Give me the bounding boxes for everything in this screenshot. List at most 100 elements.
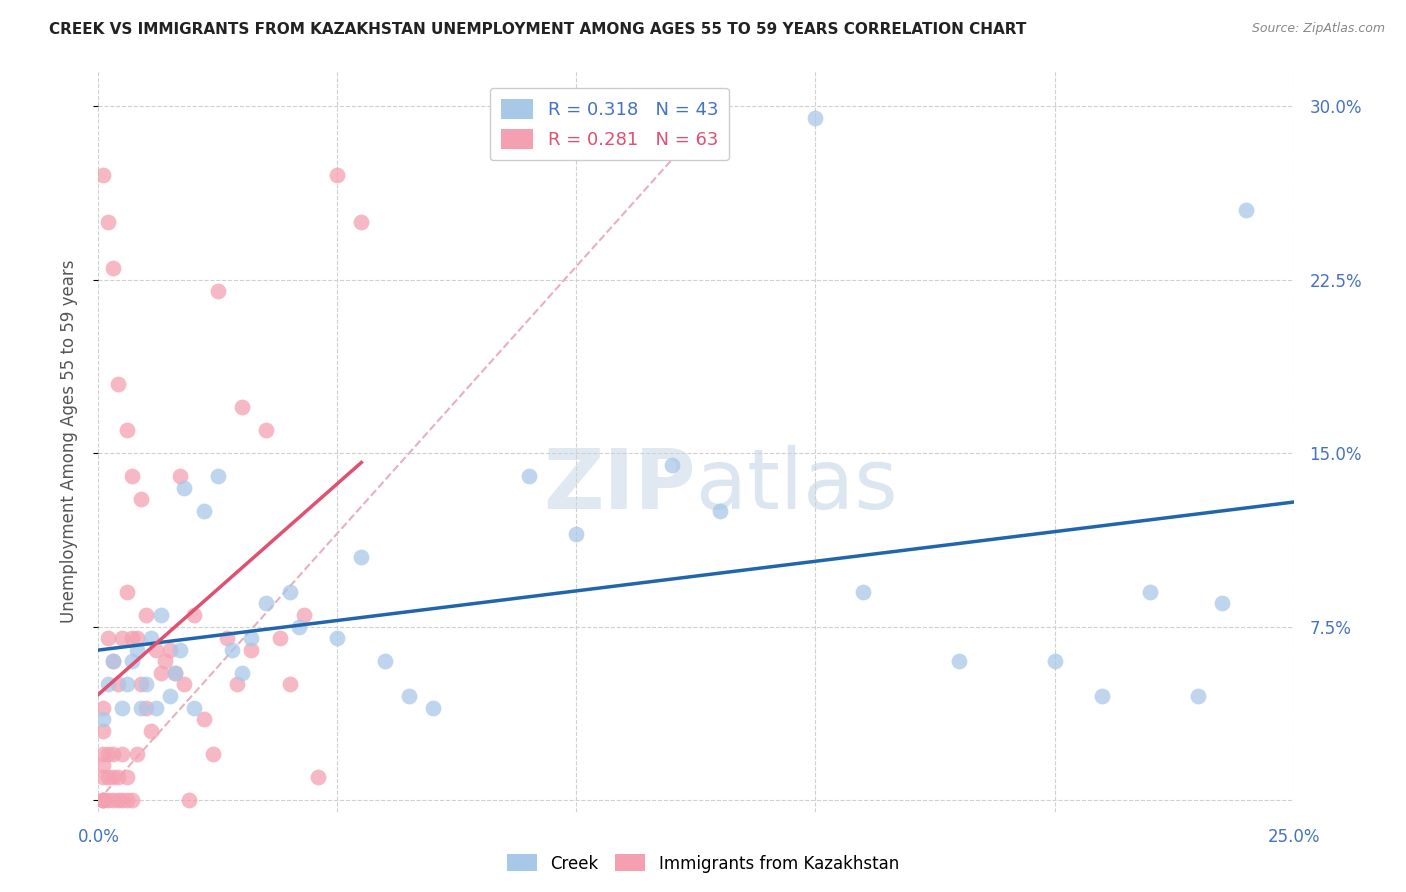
Point bbox=[948, 654, 970, 668]
Point bbox=[91, 169, 114, 183]
Point bbox=[207, 284, 229, 298]
Point bbox=[125, 747, 148, 761]
Point bbox=[115, 585, 138, 599]
Point bbox=[91, 747, 114, 761]
Point bbox=[269, 631, 291, 645]
Point bbox=[278, 677, 301, 691]
Point bbox=[163, 665, 186, 680]
Text: atlas: atlas bbox=[696, 445, 897, 526]
Point bbox=[139, 631, 162, 645]
Legend: R = 0.318   N = 43, R = 0.281   N = 63: R = 0.318 N = 43, R = 0.281 N = 63 bbox=[489, 87, 728, 161]
Point bbox=[254, 597, 277, 611]
Point bbox=[135, 677, 157, 691]
Point bbox=[101, 770, 124, 784]
Point bbox=[804, 111, 827, 125]
Point bbox=[1187, 689, 1209, 703]
Point bbox=[111, 793, 134, 807]
Point bbox=[374, 654, 396, 668]
Point bbox=[517, 469, 540, 483]
Point bbox=[292, 608, 315, 623]
Point bbox=[121, 793, 143, 807]
Point bbox=[193, 712, 215, 726]
Point bbox=[145, 642, 167, 657]
Point bbox=[226, 677, 249, 691]
Point bbox=[91, 770, 114, 784]
Point bbox=[307, 770, 329, 784]
Point bbox=[91, 712, 114, 726]
Point bbox=[101, 747, 124, 761]
Point bbox=[101, 260, 124, 275]
Point bbox=[121, 631, 143, 645]
Text: Source: ZipAtlas.com: Source: ZipAtlas.com bbox=[1251, 22, 1385, 36]
Point bbox=[240, 642, 263, 657]
Point bbox=[169, 642, 191, 657]
Y-axis label: Unemployment Among Ages 55 to 59 years: Unemployment Among Ages 55 to 59 years bbox=[59, 260, 77, 624]
Point bbox=[163, 665, 186, 680]
Point bbox=[207, 469, 229, 483]
Point bbox=[217, 631, 239, 645]
Point bbox=[101, 654, 124, 668]
Point bbox=[125, 642, 148, 657]
Point bbox=[1234, 203, 1257, 218]
Text: ZIP: ZIP bbox=[544, 445, 696, 526]
Point bbox=[231, 665, 253, 680]
Point bbox=[97, 631, 120, 645]
Point bbox=[565, 527, 588, 541]
Point bbox=[288, 620, 311, 634]
Point bbox=[111, 631, 134, 645]
Point bbox=[159, 689, 181, 703]
Point bbox=[1043, 654, 1066, 668]
Point bbox=[139, 723, 162, 738]
Point bbox=[422, 700, 444, 714]
Point bbox=[107, 770, 129, 784]
Point bbox=[149, 665, 172, 680]
Point bbox=[179, 793, 201, 807]
Point bbox=[155, 654, 177, 668]
Point bbox=[1211, 597, 1233, 611]
Point bbox=[202, 747, 225, 761]
Point bbox=[131, 492, 153, 507]
Point bbox=[183, 700, 205, 714]
Point bbox=[254, 423, 277, 437]
Point bbox=[97, 793, 120, 807]
Point bbox=[91, 723, 114, 738]
Point bbox=[326, 169, 349, 183]
Point bbox=[350, 550, 373, 565]
Point bbox=[115, 793, 138, 807]
Point bbox=[661, 458, 683, 472]
Point bbox=[91, 793, 114, 807]
Point bbox=[121, 654, 143, 668]
Point bbox=[221, 642, 243, 657]
Point bbox=[101, 654, 124, 668]
Point bbox=[107, 677, 129, 691]
Text: CREEK VS IMMIGRANTS FROM KAZAKHSTAN UNEMPLOYMENT AMONG AGES 55 TO 59 YEARS CORRE: CREEK VS IMMIGRANTS FROM KAZAKHSTAN UNEM… bbox=[49, 22, 1026, 37]
Point bbox=[107, 376, 129, 391]
Point bbox=[135, 608, 157, 623]
Point bbox=[97, 770, 120, 784]
Point bbox=[97, 215, 120, 229]
Point bbox=[193, 504, 215, 518]
Point bbox=[107, 793, 129, 807]
Point bbox=[149, 608, 172, 623]
Point bbox=[111, 700, 134, 714]
Point bbox=[159, 642, 181, 657]
Point bbox=[278, 585, 301, 599]
Point bbox=[709, 504, 731, 518]
Legend: Creek, Immigrants from Kazakhstan: Creek, Immigrants from Kazakhstan bbox=[501, 847, 905, 880]
Point bbox=[398, 689, 420, 703]
Point bbox=[115, 770, 138, 784]
Point bbox=[97, 677, 120, 691]
Point bbox=[852, 585, 875, 599]
Point bbox=[115, 423, 138, 437]
Point bbox=[1091, 689, 1114, 703]
Point bbox=[1139, 585, 1161, 599]
Point bbox=[91, 793, 114, 807]
Point bbox=[91, 758, 114, 772]
Point bbox=[326, 631, 349, 645]
Point bbox=[121, 469, 143, 483]
Point bbox=[240, 631, 263, 645]
Point bbox=[125, 631, 148, 645]
Point bbox=[145, 700, 167, 714]
Point bbox=[91, 700, 114, 714]
Point bbox=[111, 747, 134, 761]
